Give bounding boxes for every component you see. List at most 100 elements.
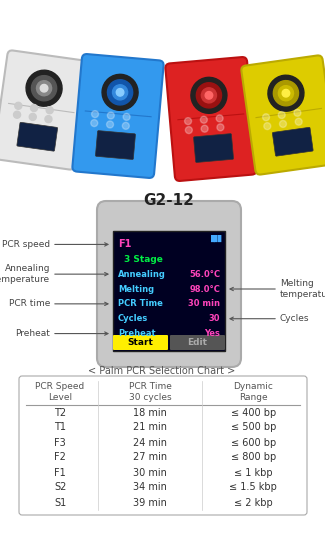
Circle shape (29, 113, 36, 121)
Text: ≤ 1 kbp: ≤ 1 kbp (234, 468, 273, 477)
Text: Preheat: Preheat (15, 329, 50, 338)
FancyBboxPatch shape (113, 231, 225, 351)
Text: Melting: Melting (118, 285, 154, 294)
Circle shape (202, 88, 216, 103)
Circle shape (31, 104, 37, 111)
Text: Edit: Edit (188, 338, 207, 347)
Text: S2: S2 (54, 483, 66, 493)
Text: F1: F1 (54, 468, 66, 477)
Circle shape (205, 92, 213, 99)
FancyBboxPatch shape (17, 122, 58, 151)
Text: Dynamic
Range: Dynamic Range (233, 382, 273, 402)
Text: ≤ 500 bp: ≤ 500 bp (230, 422, 276, 433)
Circle shape (112, 85, 128, 100)
Circle shape (185, 118, 191, 125)
Text: PCR speed: PCR speed (2, 240, 50, 249)
Text: 30 min: 30 min (133, 468, 167, 477)
Text: F3: F3 (54, 438, 66, 447)
FancyBboxPatch shape (194, 134, 233, 162)
Text: Melting
temperature: Melting temperature (280, 279, 325, 299)
Circle shape (40, 84, 48, 92)
Text: ≤ 400 bp: ≤ 400 bp (231, 407, 276, 418)
Text: Annealing
temperature: Annealing temperature (0, 264, 50, 284)
FancyBboxPatch shape (241, 55, 325, 174)
Text: F1: F1 (118, 239, 131, 249)
Circle shape (264, 123, 271, 130)
Circle shape (191, 77, 227, 113)
Circle shape (108, 80, 133, 105)
Text: F2: F2 (54, 452, 66, 463)
Text: PCR Speed
Level: PCR Speed Level (35, 382, 85, 402)
Circle shape (122, 122, 129, 129)
Circle shape (36, 81, 52, 96)
Circle shape (196, 83, 222, 108)
Text: G2-12: G2-12 (144, 193, 194, 208)
Text: Cycles: Cycles (118, 314, 148, 323)
Circle shape (15, 102, 22, 109)
Circle shape (26, 70, 62, 106)
Circle shape (45, 116, 52, 123)
Text: 27 min: 27 min (133, 452, 167, 463)
Circle shape (217, 124, 224, 131)
Text: 56.0°C: 56.0°C (189, 270, 220, 279)
Circle shape (46, 107, 53, 113)
Text: T2: T2 (54, 407, 66, 418)
Circle shape (116, 89, 124, 96)
FancyBboxPatch shape (96, 131, 136, 160)
Text: T1: T1 (54, 422, 66, 433)
Text: 21 min: 21 min (133, 422, 167, 433)
Text: ≤ 600 bp: ≤ 600 bp (231, 438, 276, 447)
Circle shape (185, 127, 192, 134)
FancyBboxPatch shape (0, 50, 89, 169)
Circle shape (123, 113, 130, 121)
FancyBboxPatch shape (19, 376, 307, 515)
Text: 30: 30 (209, 314, 220, 323)
Text: ███: ███ (210, 235, 221, 242)
Text: ≤ 1.5 kbp: ≤ 1.5 kbp (229, 483, 277, 493)
FancyBboxPatch shape (97, 201, 241, 367)
Text: 3 Stage: 3 Stage (124, 255, 163, 264)
Circle shape (91, 119, 98, 127)
Text: PCR Time
30 cycles: PCR Time 30 cycles (129, 382, 172, 402)
Circle shape (32, 75, 57, 101)
Text: Annealing: Annealing (118, 270, 166, 279)
Circle shape (295, 118, 302, 125)
Text: PCR Time: PCR Time (118, 299, 163, 308)
Circle shape (280, 121, 286, 128)
Circle shape (282, 90, 290, 97)
Text: < Palm PCR Selection Chart >: < Palm PCR Selection Chart > (88, 366, 236, 376)
Text: 30 min: 30 min (188, 299, 220, 308)
Circle shape (273, 80, 299, 106)
Circle shape (92, 111, 98, 118)
Text: 98.0°C: 98.0°C (189, 285, 220, 294)
Circle shape (263, 113, 269, 121)
Circle shape (278, 111, 285, 118)
Circle shape (201, 125, 208, 132)
Text: Yes: Yes (204, 329, 220, 338)
Text: 18 min: 18 min (133, 407, 167, 418)
Text: 39 min: 39 min (133, 497, 167, 508)
Circle shape (216, 115, 223, 122)
FancyBboxPatch shape (113, 335, 168, 350)
Text: S1: S1 (54, 497, 66, 508)
Circle shape (102, 74, 138, 110)
Text: Start: Start (127, 338, 153, 347)
Text: PCR time: PCR time (9, 299, 50, 308)
Circle shape (200, 116, 207, 123)
Circle shape (14, 111, 20, 118)
Text: ≤ 800 bp: ≤ 800 bp (231, 452, 276, 463)
FancyBboxPatch shape (272, 127, 313, 156)
Text: ≤ 2 kbp: ≤ 2 kbp (234, 497, 273, 508)
Text: Preheat: Preheat (118, 329, 156, 338)
Circle shape (268, 75, 304, 111)
Circle shape (107, 112, 114, 119)
Text: 24 min: 24 min (133, 438, 167, 447)
Circle shape (279, 86, 293, 101)
FancyBboxPatch shape (170, 335, 225, 350)
Circle shape (107, 121, 113, 128)
FancyBboxPatch shape (72, 54, 163, 178)
Text: Cycles: Cycles (280, 314, 309, 323)
FancyBboxPatch shape (165, 57, 256, 181)
Circle shape (294, 109, 301, 116)
Text: 34 min: 34 min (133, 483, 167, 493)
